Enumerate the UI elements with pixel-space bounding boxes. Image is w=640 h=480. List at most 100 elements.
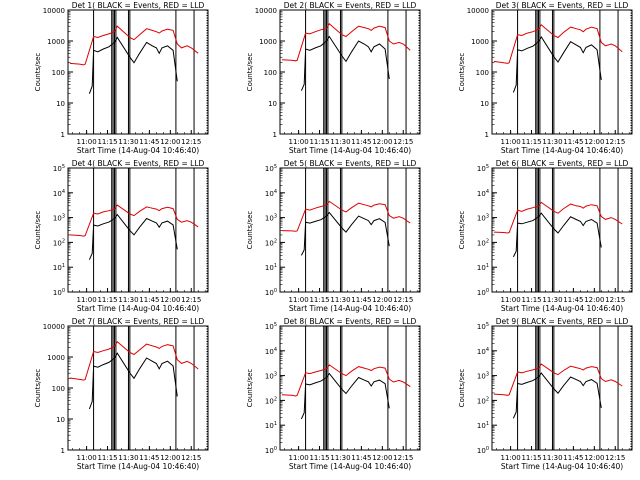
x-tick-label: 11:00 — [77, 454, 97, 462]
chart-title: Det 1( BLACK = Events, RED = LLD — [72, 1, 205, 10]
x-tick-label: 11:15 — [309, 138, 329, 146]
x-tick-label: 12:00 — [372, 138, 392, 146]
x-axis-label: Start Time (14-Aug-04 10:46:40) — [501, 146, 623, 155]
y-axis-label: Counts/sec — [246, 211, 254, 250]
y-tick-label: 101 — [477, 263, 489, 272]
x-axis-label: Start Time (14-Aug-04 10:46:40) — [501, 462, 623, 471]
x-tick-label: 11:30 — [542, 138, 562, 146]
x-tick-label: 11:30 — [330, 296, 350, 304]
x-tick-label: 12:00 — [372, 296, 392, 304]
y-tick-label: 105 — [265, 322, 277, 331]
chart-title: Det 7( BLACK = Events, RED = LLD — [72, 317, 205, 326]
x-tick-label: 11:15 — [97, 296, 117, 304]
chart-title: Det 5( BLACK = Events, RED = LLD — [284, 159, 417, 168]
y-axis-label: Counts/sec — [34, 369, 42, 408]
x-axis-label: Start Time (14-Aug-04 10:46:40) — [289, 304, 411, 313]
x-tick-label: 11:15 — [309, 454, 329, 462]
x-tick-label: 11:00 — [501, 296, 521, 304]
y-tick-label: 105 — [265, 164, 277, 173]
plot-frame — [67, 9, 209, 135]
y-tick-label: 1000 — [47, 38, 65, 46]
series-line-lld — [69, 25, 199, 66]
x-tick-label: 11:45 — [139, 296, 159, 304]
y-tick-label: 10000 — [43, 7, 65, 15]
plot-frame — [67, 167, 209, 293]
x-tick-label: 11:15 — [521, 138, 541, 146]
y-tick-label: 104 — [477, 347, 489, 356]
x-tick-label: 12:15 — [393, 138, 413, 146]
y-tick-label: 10 — [268, 100, 277, 108]
series-line-lld — [281, 23, 411, 62]
y-tick-label: 103 — [265, 214, 277, 223]
plot-frame — [279, 325, 421, 451]
x-tick-label: 12:00 — [372, 454, 392, 462]
x-tick-label: 12:15 — [605, 296, 625, 304]
y-axis-label: Counts/sec — [458, 369, 466, 408]
x-tick-label: 11:00 — [289, 138, 309, 146]
x-tick-label: 11:45 — [351, 138, 371, 146]
series-line-lld — [69, 341, 199, 381]
y-tick-label: 100 — [52, 69, 65, 77]
chart-panel-3: 1 10 100 1000 10000 11:00 11:15 11:30 11:45 12:00… — [458, 1, 633, 155]
x-tick-label: 11:30 — [118, 296, 138, 304]
y-tick-label: 1 — [485, 131, 489, 139]
x-tick-label: 11:45 — [139, 454, 159, 462]
x-tick-label: 11:45 — [563, 454, 583, 462]
chart-title: Det 4( BLACK = Events, RED = LLD — [72, 159, 205, 168]
x-tick-label: 12:15 — [393, 454, 413, 462]
y-tick-label: 101 — [265, 263, 277, 272]
series-line-lld — [493, 363, 623, 396]
x-tick-label: 12:00 — [584, 138, 604, 146]
y-tick-label: 1000 — [259, 38, 277, 46]
y-tick-label: 103 — [477, 214, 489, 223]
series-line-lld — [493, 201, 623, 234]
y-tick-label: 100 — [265, 446, 277, 455]
chart-panel-2: 1 10 100 1000 10000 11:00 11:15 11:30 11:45 12:00… — [246, 1, 421, 155]
y-tick-label: 102 — [477, 396, 489, 405]
y-tick-label: 104 — [265, 347, 277, 356]
series-line-lld — [281, 200, 411, 232]
x-tick-label: 12:15 — [181, 138, 201, 146]
x-tick-label: 11:45 — [351, 296, 371, 304]
y-tick-label: 103 — [53, 214, 65, 223]
y-axis-label: Counts/sec — [34, 53, 42, 92]
y-tick-label: 104 — [265, 189, 277, 198]
x-tick-label: 12:00 — [160, 454, 180, 462]
x-tick-label: 11:45 — [351, 454, 371, 462]
y-tick-label: 100 — [476, 69, 489, 77]
x-tick-label: 11:00 — [501, 454, 521, 462]
x-tick-label: 12:00 — [160, 296, 180, 304]
x-tick-label: 12:15 — [605, 138, 625, 146]
x-tick-label: 11:15 — [521, 296, 541, 304]
x-tick-label: 12:15 — [393, 296, 413, 304]
plot-frame — [491, 167, 633, 293]
chart-title: Det 3( BLACK = Events, RED = LLD — [496, 1, 629, 10]
y-tick-label: 102 — [265, 238, 277, 247]
chart-title: Det 6( BLACK = Events, RED = LLD — [496, 159, 629, 168]
x-tick-label: 11:30 — [118, 454, 138, 462]
x-tick-label: 11:30 — [330, 138, 350, 146]
chart-panel-7: 1 10 100 1000 10000 11:00 11:15 11:30 11:45 12:00… — [34, 317, 209, 471]
series-line-events — [512, 36, 602, 93]
y-tick-label: 100 — [265, 288, 277, 297]
y-tick-label: 101 — [477, 421, 489, 430]
x-tick-label: 11:45 — [563, 296, 583, 304]
series-line-events — [300, 372, 390, 420]
x-tick-label: 11:00 — [501, 138, 521, 146]
x-tick-label: 12:00 — [160, 138, 180, 146]
y-tick-label: 103 — [265, 372, 277, 381]
chart-title: Det 8( BLACK = Events, RED = LLD — [284, 317, 417, 326]
x-axis-label: Start Time (14-Aug-04 10:46:40) — [289, 146, 411, 155]
x-tick-label: 12:15 — [181, 296, 201, 304]
y-axis-label: Counts/sec — [458, 53, 466, 92]
y-axis-label: Counts/sec — [246, 369, 254, 408]
x-tick-label: 11:30 — [542, 296, 562, 304]
plot-frame — [279, 167, 421, 293]
series-line-events — [88, 213, 178, 260]
x-tick-label: 11:30 — [542, 454, 562, 462]
